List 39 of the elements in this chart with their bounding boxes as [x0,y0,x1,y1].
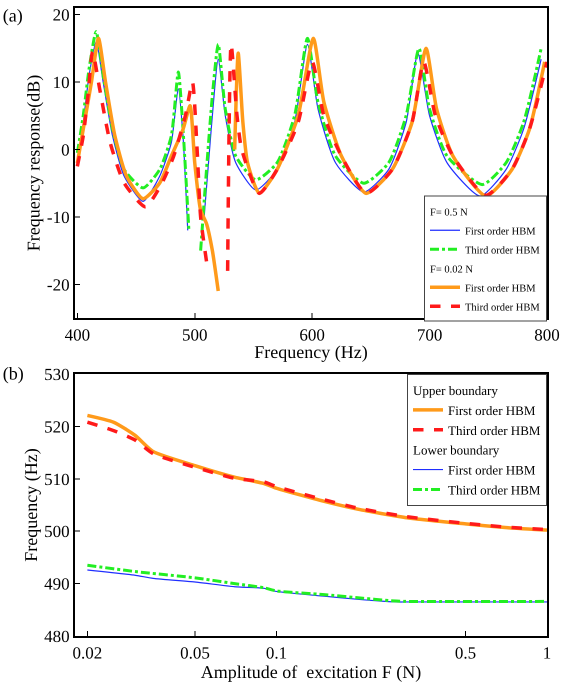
y-tick-label: 0 [61,140,70,160]
y-tick-label: 10 [52,73,70,92]
y-tick-label: 480 [44,626,70,646]
x-tick-label: 500 [182,325,208,344]
y-axis-title: Frequency (Hz) [20,448,41,562]
y-tick-label: 500 [44,522,70,542]
chart-title: (b) [2,363,24,384]
x-tick-label: 600 [299,325,325,344]
x-tick-label: 0.5 [454,643,476,662]
x-tick-label: 0.05 [180,643,210,662]
x-tick-label: 800 [534,325,560,344]
x-tick-label: 0.1 [266,643,288,662]
x-axis-title: Frequency (Hz) [254,342,368,362]
x-tick-label: 400 [64,325,90,344]
y-tick-label: 490 [44,574,70,594]
y-tick-label: 510 [44,470,70,489]
y-axis-title: Frequency response(dB) [24,74,44,252]
y-tick-label: 530 [44,364,70,384]
legend-label: First order HBM [465,226,536,238]
x-axis-title: Amplitude of excitation F (N) [200,662,422,682]
legend-label: First order HBM [448,462,536,478]
annotation: Lower boundary [413,442,500,458]
annotation: Upper boundary [413,383,498,398]
annotation: F= 0.02 N [430,264,474,276]
x-tick-label: 700 [416,325,442,344]
legend-label: Third order HBM [448,482,541,498]
legend-label: Third order HBM [448,422,541,438]
legend-label: Third order HBM [465,302,540,314]
x-tick-label: 1 [542,643,552,662]
y-tick-label: 520 [44,417,70,436]
chart-title: (a) [2,6,23,26]
y-tick-label: 20 [52,6,70,25]
x-tick-label: 0.02 [72,643,102,662]
annotation: F= 0.5 N [430,207,468,218]
legend-label: Third order HBM [465,245,540,256]
y-tick-label: -10 [46,208,70,227]
legend-label: First order HBM [465,283,536,294]
legend-label: First order HBM [448,402,536,418]
y-tick-label: -20 [46,275,70,294]
